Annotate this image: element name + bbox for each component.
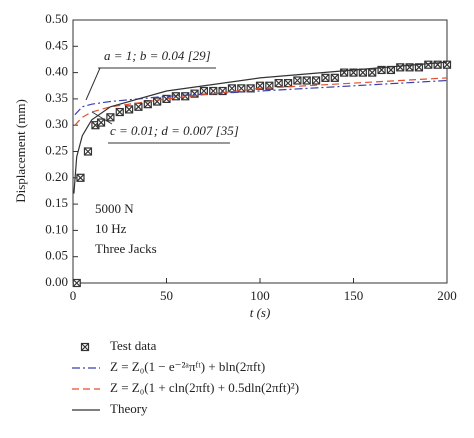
y-tick-label: 0.35 (45, 90, 68, 105)
marker-cross (302, 76, 311, 85)
y-tick-label: 0.20 (45, 169, 68, 184)
marker-cross (115, 108, 124, 116)
marker-cross (106, 113, 115, 122)
marker-cross (424, 60, 433, 69)
marker-cross (199, 87, 208, 95)
data-point (124, 105, 134, 114)
y-tick-label: 0.05 (45, 248, 68, 263)
data-point (424, 60, 433, 69)
data-point (368, 68, 377, 77)
marker-cross (134, 102, 143, 111)
data-point (80, 342, 90, 352)
data-point (143, 100, 152, 109)
y-axis-label: Displacement (mm) (13, 99, 28, 203)
annotation: Three Jacks (95, 241, 157, 256)
marker-cross (97, 118, 105, 127)
y-tick-label: 0.15 (45, 195, 68, 210)
marker-cross (312, 76, 321, 85)
marker-cross (246, 84, 255, 93)
marker-cross (330, 73, 339, 82)
annotation: c = 0.01; d = 0.007 [35] (110, 123, 239, 138)
series-line (74, 77, 448, 126)
marker-cross (143, 100, 152, 109)
y-tick-label: 0.00 (45, 274, 68, 289)
data-point (302, 76, 311, 85)
y-tick-label: 0.50 (45, 11, 68, 26)
marker-cross (274, 79, 283, 88)
legend-label: Test data (110, 338, 157, 353)
data-point (153, 97, 162, 106)
y-tick-label: 0.10 (45, 221, 68, 236)
marker-cross (321, 73, 330, 82)
legend-label: Z = Z₀(1 + cln(2πft) + 0.5dln(2πft)²) (110, 380, 299, 395)
marker-cross (368, 68, 377, 77)
data-point (442, 60, 452, 69)
series-line (73, 61, 448, 194)
data-point (76, 173, 85, 182)
y-tick-label: 0.40 (45, 64, 68, 79)
annotation: a = 1; b = 0.04 [29] (104, 48, 211, 63)
marker-cross (284, 79, 292, 88)
x-tick-label: 50 (160, 288, 173, 303)
x-tick-label: 200 (437, 288, 457, 303)
annotation-leader (85, 67, 101, 101)
annotation: 10 Hz (95, 221, 127, 236)
marker-cross (76, 173, 85, 182)
x-tick-label: 150 (344, 288, 364, 303)
data-point (340, 68, 349, 77)
data-point (330, 73, 339, 82)
y-tick-label: 0.30 (45, 116, 68, 131)
data-point (274, 79, 283, 88)
data-point (72, 278, 81, 288)
data-point (96, 118, 106, 127)
marker-cross (81, 343, 89, 351)
annotation-leader (91, 111, 113, 125)
marker-cross (358, 68, 367, 77)
annotation: 5000 N (95, 201, 134, 216)
x-tick-label: 100 (250, 288, 270, 303)
legend-label: Theory (110, 401, 148, 416)
data-point (83, 147, 93, 156)
data-point (106, 113, 115, 122)
data-point (321, 73, 330, 82)
legend-label: Z = Z₀(1 − e⁻²ᵃπᶠᵗ) + bln(2πft) (110, 359, 265, 374)
marker-cross (84, 147, 92, 156)
y-tick-label: 0.25 (45, 142, 68, 157)
marker-cross (293, 76, 302, 85)
data-point (312, 76, 321, 85)
data-point (134, 102, 143, 111)
marker-cross (125, 105, 134, 114)
data-point (283, 79, 293, 88)
x-tick-label: 0 (70, 288, 77, 303)
data-point (293, 76, 302, 85)
data-point (358, 68, 367, 77)
marker-cross (396, 63, 405, 72)
data-point (115, 107, 124, 117)
marker-cross (72, 279, 81, 287)
data-point (396, 63, 405, 72)
x-axis-label: t (s) (250, 305, 271, 320)
marker-cross (153, 97, 162, 106)
y-tick-label: 0.45 (45, 37, 68, 52)
